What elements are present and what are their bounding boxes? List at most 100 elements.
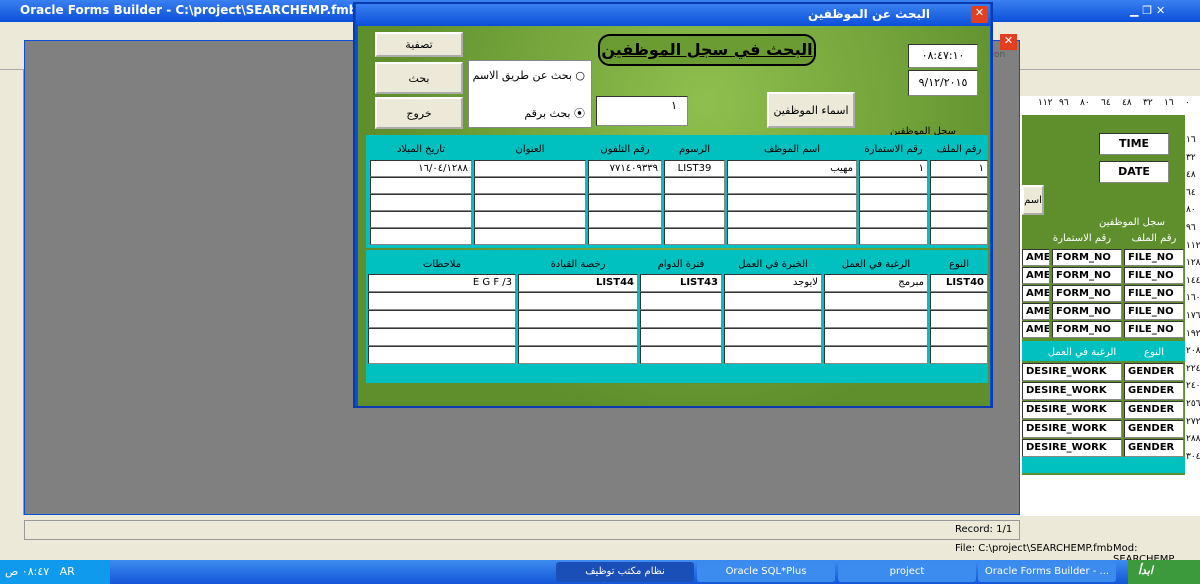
table1-cell[interactable] [474,211,586,228]
table1-cell[interactable]: ١٦/٠٤/١٢٨٨ [370,160,472,177]
radio-number[interactable]: ⦿ بحث برقم [524,107,585,120]
table2-cell[interactable] [640,292,722,310]
table2-cell[interactable] [824,310,928,328]
table2-cell[interactable]: LIST40 [930,274,988,292]
table1-cell[interactable] [930,177,988,194]
ruler-side-label: ٦٤ [1186,187,1196,198]
table2-cell[interactable]: لايوجد [724,274,822,292]
table2-cell[interactable] [518,346,638,364]
taskbar-item[interactable]: نظام مكتب توظيف [556,562,694,582]
table1-cell[interactable] [859,177,928,194]
start-button[interactable]: ابدأ [1128,560,1200,584]
table2-cell[interactable]: LIST44 [518,274,638,292]
table1-cell[interactable]: ٧٧١٤٠٩٣٣٩ [588,160,662,177]
table2-cell[interactable] [724,310,822,328]
ruler-top-label: ٩٦ [1059,98,1069,108]
table1-cell[interactable] [588,194,662,211]
table2-cell[interactable] [724,346,822,364]
bg-cell: AME [1022,321,1050,338]
table1-cell[interactable]: ١ [859,160,928,177]
table2-cell[interactable]: مبرمج [824,274,928,292]
table1-cell[interactable] [727,228,857,245]
table2-cell[interactable] [824,328,928,346]
table1-cell[interactable] [370,194,472,211]
table2-cell[interactable]: LIST43 [640,274,722,292]
table2-cell[interactable] [368,292,516,310]
table2-cell[interactable] [824,346,928,364]
table2-cell[interactable] [930,292,988,310]
table2-cell[interactable] [724,328,822,346]
dialog-title: البحث عن الموظفين [807,7,930,21]
ruler-side-label: ١٤٤ [1186,275,1200,286]
table1-cell[interactable] [370,177,472,194]
table1-cell[interactable] [474,177,586,194]
table1-cell[interactable] [664,194,725,211]
employee-names-button[interactable]: اسماء الموظفين [767,92,855,128]
bg-cell2: GENDER [1124,363,1184,381]
table1-cell[interactable] [474,228,586,245]
table1-cell[interactable] [727,177,857,194]
bg-names-button[interactable]: اسم [1022,185,1044,215]
close-button[interactable]: ✕ [1000,34,1017,50]
table2-cell[interactable] [640,346,722,364]
filter-button[interactable]: تصفية [375,32,463,57]
table2-header: الرغبة في العمل [841,259,911,270]
table1-cell[interactable] [370,211,472,228]
window-controls[interactable]: ▁ ❐ ✕ [1130,4,1166,17]
table2-cell[interactable] [368,328,516,346]
table2-cell[interactable] [368,346,516,364]
table1-cell[interactable] [930,228,988,245]
taskbar-item[interactable]: Oracle Forms Builder - ... [978,562,1116,582]
table1-cell[interactable] [930,194,988,211]
table1-cell[interactable] [370,228,472,245]
search-input[interactable]: ١ [596,96,688,126]
table1-cell[interactable] [859,228,928,245]
table1-cell[interactable]: LIST39 [664,160,725,177]
table1-cell[interactable] [588,177,662,194]
table1-cell[interactable] [727,211,857,228]
exit-button[interactable]: خروج [375,97,463,129]
bg-cell: FILE_NO [1124,303,1184,320]
section-label: سجل الموظفين [889,126,956,137]
date-field: ٩/١٢/٢٠١٥ [908,70,978,96]
dialog-close[interactable]: ✕ [971,6,988,23]
table1-cell[interactable] [588,228,662,245]
table2-cell[interactable]: E G F /3 [368,274,516,292]
table1-cell[interactable] [859,194,928,211]
table1-cell[interactable] [664,211,725,228]
table1-cell[interactable]: مهيب [727,160,857,177]
bg-cell2: DESIRE_WORK [1022,382,1122,400]
table2-cell[interactable] [640,310,722,328]
table2-cell[interactable] [930,328,988,346]
table2-cell[interactable] [518,328,638,346]
ruler-side-label: ١٦٠ [1186,293,1200,304]
radio-name-label: بحث عن طريق الاسم [472,69,572,82]
table1-cell[interactable] [474,194,586,211]
table1-cell[interactable] [588,211,662,228]
table2-cell[interactable] [824,292,928,310]
taskbar-item[interactable]: project [838,562,976,582]
table2-cell[interactable] [518,292,638,310]
table1-cell[interactable] [474,160,586,177]
table1-cell[interactable] [930,211,988,228]
table2-cell[interactable] [930,310,988,328]
table1-cell[interactable] [664,177,725,194]
table2-cell[interactable] [930,346,988,364]
table2-header: ملاحظات [422,259,462,270]
bg-header2: الرغبة في العمل [1047,347,1117,358]
bg-cell2: DESIRE_WORK [1022,439,1122,457]
table1-cell[interactable]: ١ [930,160,988,177]
bg-cell2: GENDER [1124,420,1184,438]
table2-cell[interactable] [518,310,638,328]
table1-header: رقم الملف [936,144,982,155]
taskbar-item[interactable]: Oracle SQL*Plus [697,562,835,582]
table1-cell[interactable] [859,211,928,228]
table2-cell[interactable] [724,292,822,310]
search-button[interactable]: بحث [375,62,463,94]
table1-cell[interactable] [664,228,725,245]
bg-header: رقم الاستمارة [1052,233,1112,244]
radio-name[interactable]: ○ بحث عن طريق الاسم [472,69,585,82]
table2-cell[interactable] [640,328,722,346]
table2-cell[interactable] [368,310,516,328]
table1-cell[interactable] [727,194,857,211]
